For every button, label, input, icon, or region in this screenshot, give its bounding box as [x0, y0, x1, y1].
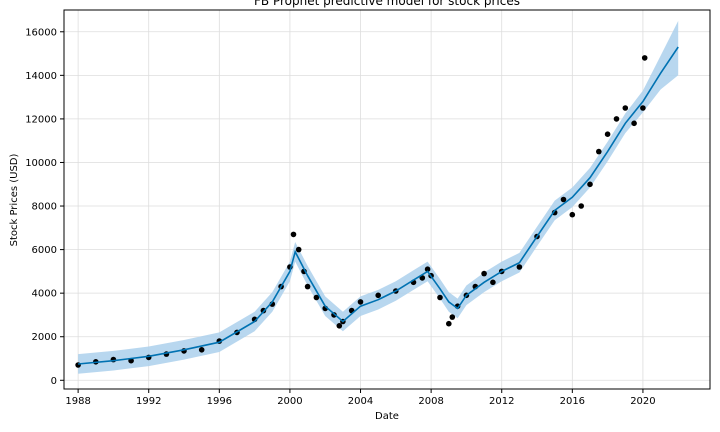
y-tick-label: 0 — [51, 376, 57, 387]
y-tick-label: 14000 — [25, 71, 57, 82]
observed-point — [516, 264, 523, 270]
x-tick-label: 2008 — [418, 396, 443, 407]
observed-point — [587, 181, 593, 188]
observed-point — [622, 105, 629, 111]
x-tick-label: 1996 — [207, 396, 232, 407]
observed-point — [640, 105, 646, 111]
observed-point — [437, 294, 443, 301]
y-tick-label: 2000 — [32, 332, 57, 343]
x-tick-label: 2020 — [630, 396, 655, 407]
observed-point — [313, 294, 320, 301]
y-tick-label: 16000 — [25, 27, 57, 38]
x-tick-label: 2012 — [489, 396, 514, 407]
grid — [64, 10, 710, 389]
y-tick-label: 4000 — [32, 289, 57, 300]
x-tick-label: 1988 — [65, 396, 90, 407]
observed-point — [424, 266, 431, 273]
y-axis: 0 2000 4000 6000 8000 10000 12000 14000 16000 — [25, 27, 64, 387]
observed-point — [198, 347, 205, 353]
forecast-line — [78, 46, 679, 365]
observed-point — [578, 203, 584, 209]
y-tick-label: 12000 — [25, 114, 57, 125]
plot-frame — [63, 9, 711, 390]
observed-point — [604, 131, 611, 137]
y-tick-label: 6000 — [32, 245, 57, 256]
x-tick-label: 2000 — [277, 396, 302, 407]
x-tick-label: 2004 — [348, 396, 373, 407]
x-axis: 1988 1992 1996 2000 2004 2008 2012 2016 2020 — [65, 389, 656, 407]
x-axis-label: Date — [375, 411, 399, 422]
observed-point — [446, 320, 452, 327]
y-axis-label: Stock Prices (USD) — [9, 154, 20, 247]
uncertainty-band-layer — [78, 20, 679, 374]
observed-point — [304, 283, 311, 290]
observed-point — [631, 120, 637, 127]
y-tick-label: 10000 — [25, 158, 57, 169]
observed-point — [375, 292, 382, 299]
observed-point — [641, 55, 648, 61]
observed-point — [419, 275, 426, 281]
observed-point — [449, 314, 456, 320]
forecast-line-layer — [78, 46, 679, 365]
x-tick-label: 1992 — [136, 396, 161, 407]
observed-point — [596, 148, 602, 155]
observed-point — [560, 196, 567, 203]
observed-point — [481, 270, 487, 277]
observed-point — [290, 231, 297, 238]
observed-point — [357, 299, 364, 305]
observed-point — [490, 279, 496, 286]
observed-point — [569, 211, 576, 218]
uncertainty-band — [78, 20, 679, 374]
x-tick-label: 2016 — [560, 396, 585, 407]
observed-point — [613, 116, 620, 122]
y-tick-label: 8000 — [32, 202, 57, 213]
observed-point — [336, 323, 343, 329]
chart-title: FB Prophet predictive model for stock pr… — [254, 0, 520, 8]
observed-point — [295, 246, 302, 253]
